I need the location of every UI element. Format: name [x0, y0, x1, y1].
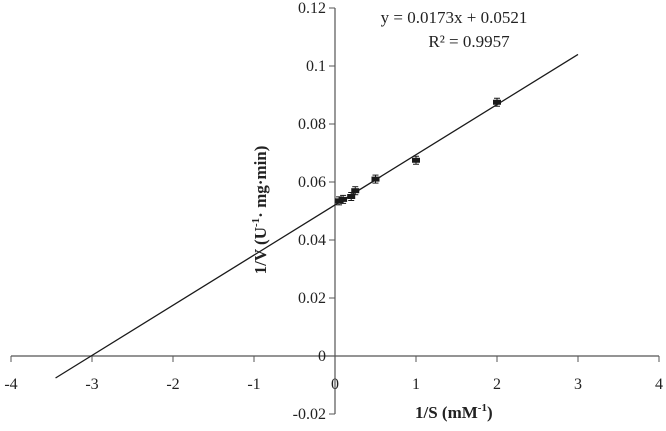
y-tick-label: 0.08 [298, 116, 326, 133]
data-point [335, 198, 344, 204]
x-axis-label-sup: -1 [478, 402, 487, 414]
x-tick-label: 0 [331, 376, 339, 393]
y-tick-label: -0.02 [293, 406, 326, 423]
y-tick-label: 0.1 [306, 58, 326, 75]
tick-labels: -4 -3 -2 -1 0 1 2 3 4 -0.02 0 0.02 0.04 0.06 0.08 0.1 0.… [4, 0, 663, 423]
data-point [371, 176, 380, 182]
x-tick-label: 1 [412, 376, 420, 393]
x-axis-label-end: ) [487, 403, 493, 422]
y-axis-label-main: 1/V (U [251, 227, 270, 274]
axes [11, 8, 659, 414]
y-axis-label: 1/V (U-1· mg·min) [250, 146, 270, 275]
y-tick-label: 0.12 [298, 0, 326, 17]
x-tick-label: -4 [4, 376, 17, 393]
y-axis-label-sup: -1 [250, 218, 262, 227]
x-tick-label: 4 [655, 376, 663, 393]
x-axis-label-main: 1/S (mM [415, 403, 478, 422]
y-tick-label: 0 [318, 348, 326, 365]
x-axis-label: 1/S (mM-1) [415, 402, 493, 422]
data-point [339, 196, 348, 202]
ticks [10, 7, 660, 415]
trendline-group [55, 53, 579, 379]
r-squared-label: R² = 0.9957 [428, 32, 510, 51]
x-tick-label: -3 [85, 376, 98, 393]
y-tick-label: 0.02 [298, 290, 326, 307]
x-tick-label: 3 [574, 376, 582, 393]
data-point [493, 99, 501, 105]
data-points [335, 97, 501, 206]
y-axis-label-end: · mg·min) [251, 146, 270, 218]
x-tick-label: -1 [247, 376, 260, 393]
trendline-equation: y = 0.0173x + 0.0521 [381, 8, 528, 27]
data-point [347, 194, 356, 199]
data-point [351, 188, 360, 194]
trendline [55, 53, 579, 379]
y-tick-label: 0.04 [298, 232, 326, 249]
data-point [412, 157, 420, 163]
x-tick-label: 2 [493, 376, 501, 393]
y-tick-label: 0.06 [298, 174, 326, 191]
x-tick-label: -2 [166, 376, 179, 393]
